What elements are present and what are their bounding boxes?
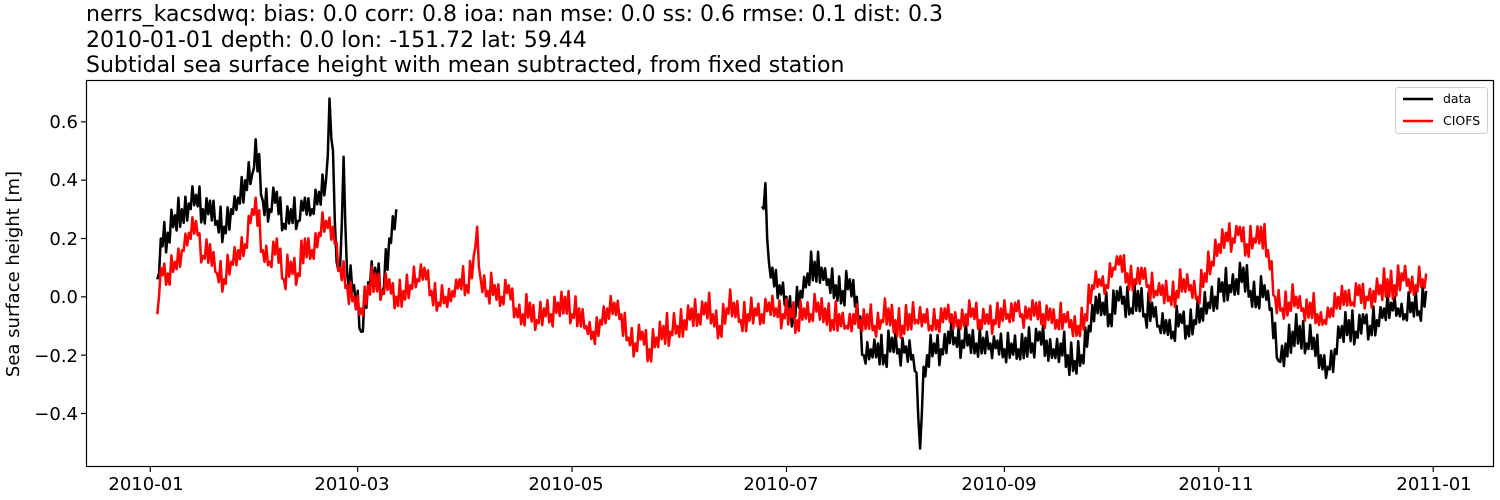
legend-label-data: data bbox=[1443, 91, 1471, 106]
series-line-data bbox=[760, 181, 1428, 450]
y-axis-label: Sea surface height [m] bbox=[3, 171, 24, 377]
title-line-metrics: nerrs_kacsdwq: bias: 0.0 corr: 0.8 ioa: … bbox=[86, 2, 944, 27]
series-line-data bbox=[156, 97, 398, 334]
x-tick-label: 2011-01 bbox=[1396, 474, 1471, 495]
chart-title: nerrs_kacsdwq: bias: 0.0 corr: 0.8 ioa: … bbox=[86, 2, 943, 79]
x-tick-label: 2010-09 bbox=[961, 474, 1036, 495]
plot-frame bbox=[85, 79, 1495, 468]
title-line-station: 2010-01-01 depth: 0.0 lon: -151.72 lat: … bbox=[86, 27, 587, 53]
x-tick-label: 2010-01 bbox=[108, 474, 183, 495]
x-tick-label: 2010-07 bbox=[743, 474, 818, 495]
y-tick-label: −0.2 bbox=[34, 346, 78, 367]
y-tick-label: 0.4 bbox=[49, 170, 78, 191]
plot-lines bbox=[156, 97, 1428, 450]
x-tick-label: 2010-11 bbox=[1178, 474, 1253, 495]
y-tick-label: 0.2 bbox=[49, 229, 78, 250]
legend-label-ciofs: CIOFS bbox=[1443, 113, 1480, 128]
y-tick-label: −0.4 bbox=[34, 404, 78, 425]
x-axis: 2010-01 2010-03 2010-05 2010-07 2010-09 … bbox=[108, 466, 1472, 495]
legend: data CIOFS bbox=[1395, 87, 1488, 134]
y-tick-label: 0.6 bbox=[49, 112, 78, 133]
title-line-description: Subtidal sea surface height with mean su… bbox=[86, 53, 845, 78]
series-line-ciofs bbox=[156, 196, 1428, 363]
y-axis: 0.6 0.4 0.2 0.0 −0.2 −0.4 bbox=[34, 112, 87, 425]
x-tick-label: 2010-05 bbox=[528, 474, 603, 495]
y-tick-label: 0.0 bbox=[49, 287, 78, 308]
x-tick-label: 2010-03 bbox=[314, 474, 389, 495]
